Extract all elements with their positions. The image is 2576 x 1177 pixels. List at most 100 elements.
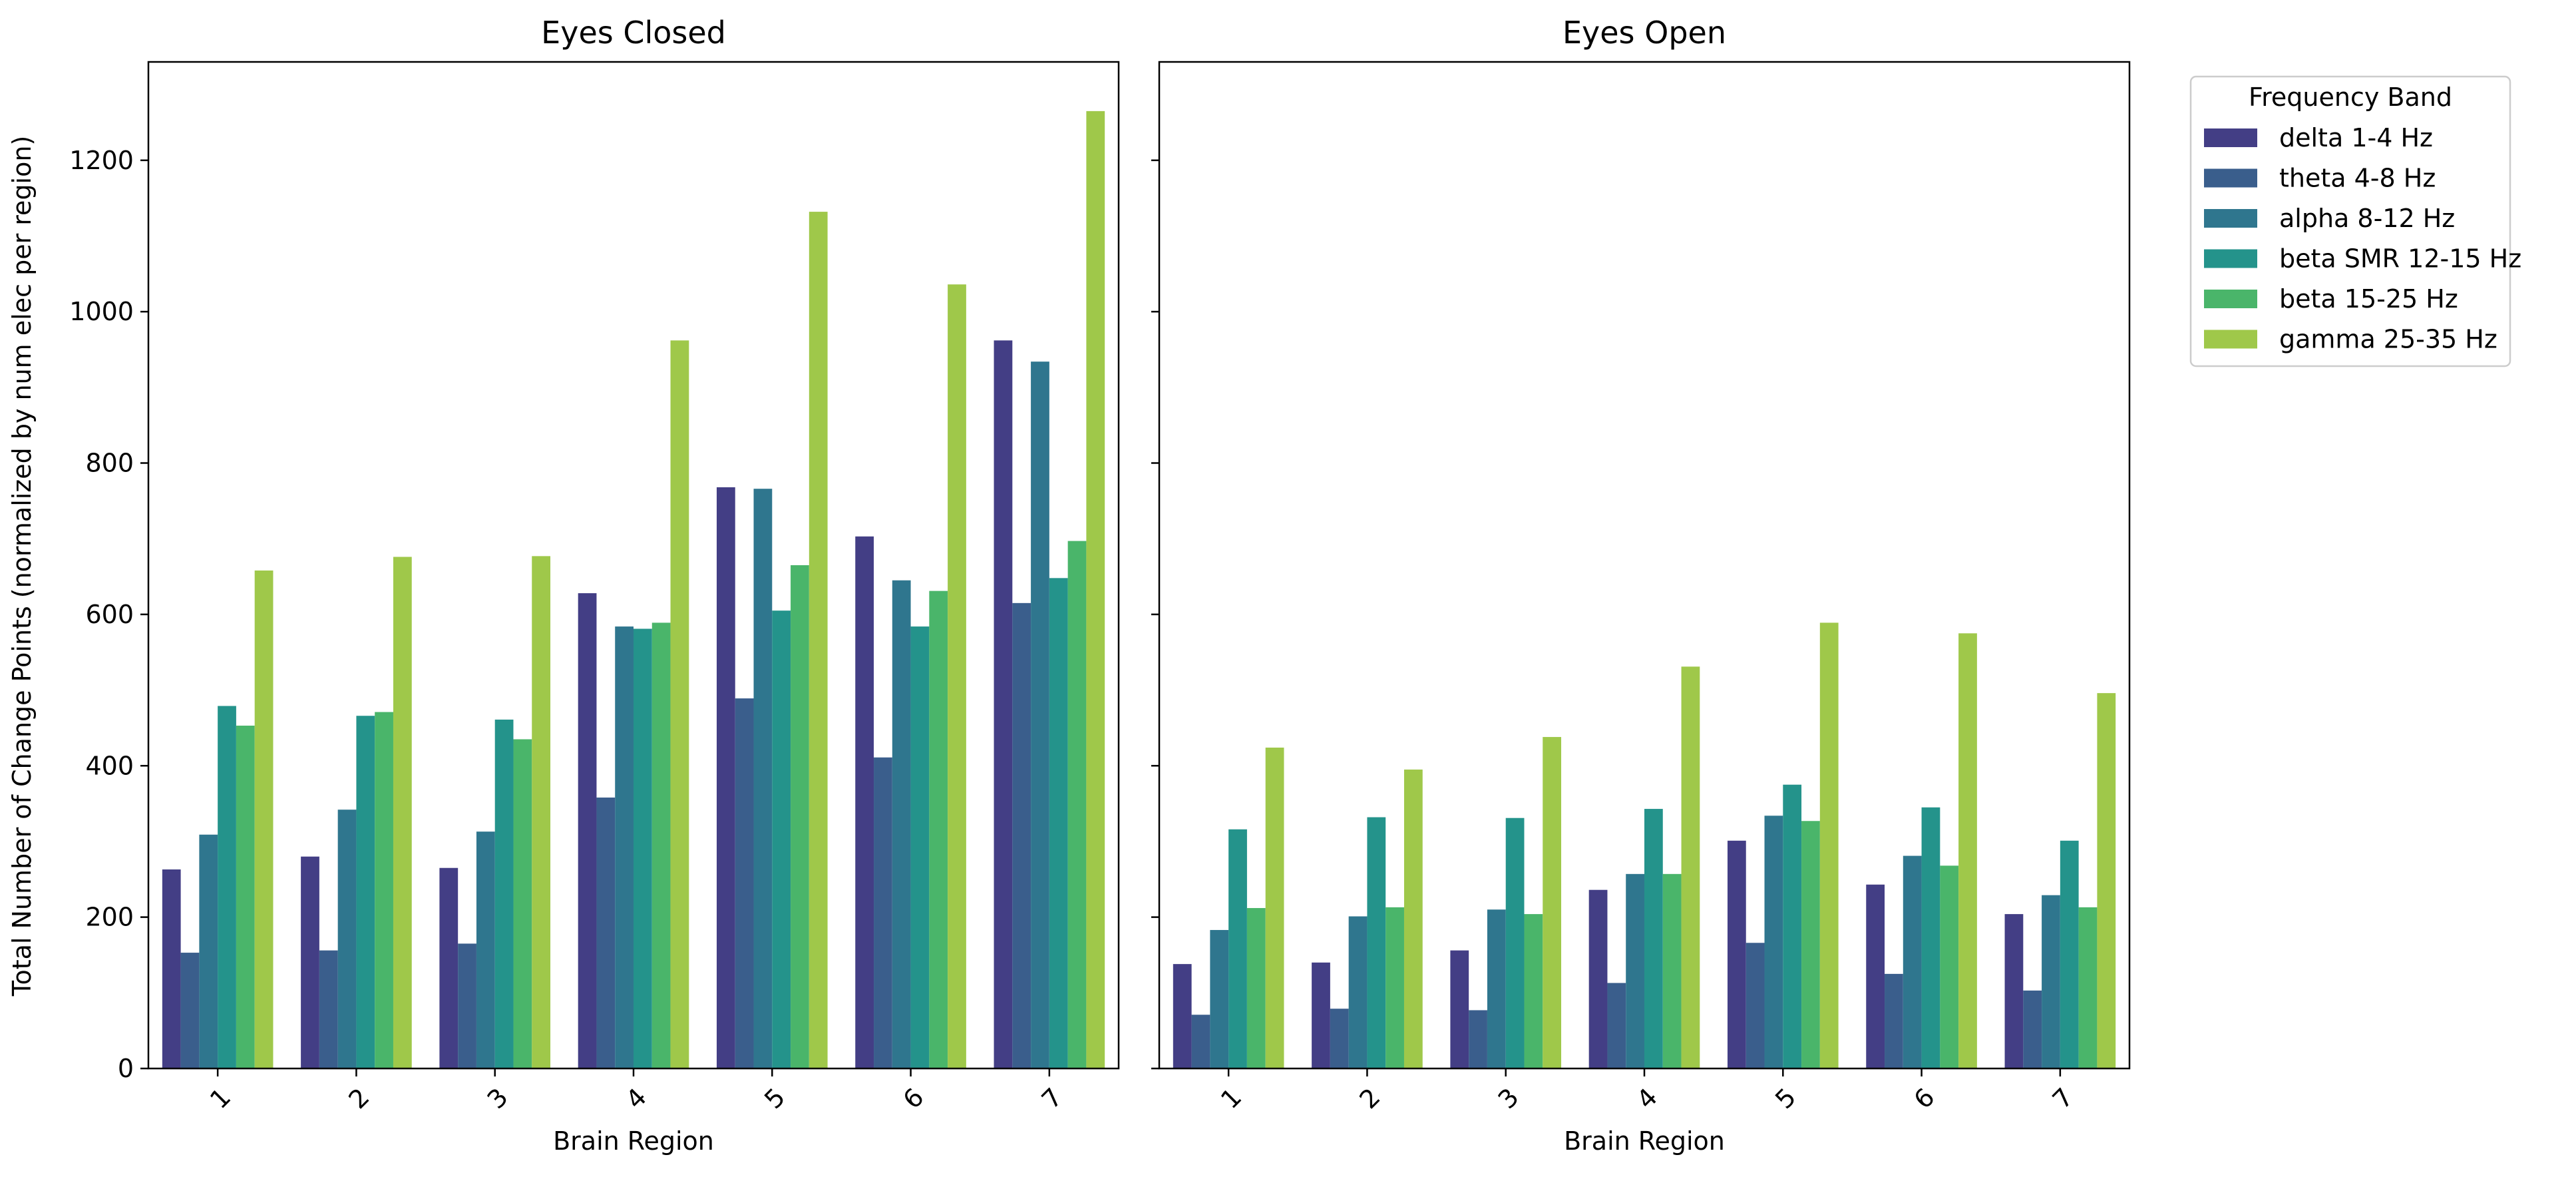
bar-eyes-closed-region-5-series-1: [735, 698, 754, 1068]
bar-eyes-open-region-6-series-5: [1958, 633, 1977, 1068]
bar-eyes-open-region-5-series-5: [1819, 622, 1839, 1068]
legend-entry: beta 15-25 Hz: [2279, 284, 2458, 314]
bar-eyes-closed-region-4-series-0: [578, 593, 597, 1068]
bar-eyes-closed-region-5-series-4: [791, 565, 809, 1068]
bar-eyes-closed-region-3-series-2: [476, 831, 495, 1068]
x-tick-label: 1: [1215, 1082, 1247, 1114]
bar-eyes-closed-region-4-series-1: [596, 798, 616, 1068]
legend-swatch: [2204, 128, 2257, 147]
x-tick-label: 6: [1908, 1082, 1940, 1114]
bar-eyes-open-region-3-series-5: [1543, 737, 1562, 1068]
x-tick-label: 1: [204, 1082, 236, 1114]
bar-eyes-open-region-7-series-2: [2042, 895, 2060, 1068]
y-tick-label: 200: [85, 903, 134, 932]
panel-title: Eyes Closed: [541, 15, 726, 51]
y-tick-label: 1200: [69, 146, 134, 175]
bar-eyes-open-region-3-series-3: [1505, 818, 1525, 1068]
bar-eyes-open-region-4-series-2: [1626, 873, 1644, 1068]
bar-eyes-open-region-3-series-1: [1469, 1010, 1487, 1068]
x-tick-label: 7: [2047, 1082, 2079, 1114]
bar-eyes-open-region-1-series-4: [1246, 907, 1266, 1068]
bar-eyes-closed-region-2-series-1: [319, 950, 338, 1068]
bar-eyes-open-region-5-series-2: [1764, 816, 1783, 1068]
bar-eyes-closed-region-4-series-4: [651, 622, 671, 1068]
bar-eyes-closed-region-4-series-5: [670, 340, 689, 1068]
bar-eyes-closed-region-2-series-0: [301, 856, 319, 1068]
bar-eyes-open-region-5-series-3: [1783, 784, 1802, 1068]
bar-eyes-open-region-7-series-4: [2078, 907, 2098, 1068]
y-tick-label: 0: [118, 1054, 134, 1083]
bar-eyes-open-region-4-series-5: [1681, 666, 1700, 1068]
bar-eyes-open-region-4-series-1: [1607, 983, 1626, 1068]
bar-eyes-open-region-6-series-0: [1866, 884, 1885, 1068]
x-tick-label: 4: [1631, 1082, 1663, 1114]
bar-eyes-open-region-2-series-2: [1348, 916, 1368, 1068]
bar-eyes-open-region-7-series-5: [2097, 693, 2116, 1068]
bar-eyes-open-region-6-series-3: [1921, 807, 1940, 1068]
bar-eyes-closed-region-6-series-2: [892, 580, 911, 1068]
legend-entry: alpha 8-12 Hz: [2279, 204, 2455, 233]
bar-eyes-open-region-2-series-5: [1403, 769, 1423, 1068]
bar-eyes-closed-region-3-series-1: [458, 943, 476, 1068]
legend-box: [2189, 75, 2511, 367]
bar-eyes-closed-region-6-series-5: [948, 284, 966, 1069]
panel-eyes-closed: Eyes Closed 0 200 400 600 800 1000 1200 1 2 3 4 5 6 7 B…: [69, 15, 1120, 1156]
bar-eyes-closed-region-7-series-3: [1049, 578, 1068, 1068]
bar-eyes-open-region-4-series-0: [1588, 889, 1608, 1068]
bar-eyes-open-region-3-series-4: [1524, 914, 1543, 1068]
bar-eyes-closed-region-1-series-3: [218, 706, 236, 1068]
bar-eyes-closed-region-6-series-0: [855, 536, 874, 1068]
bar-eyes-open-region-2-series-1: [1330, 1009, 1349, 1068]
bar-eyes-open-region-2-series-3: [1367, 817, 1386, 1068]
legend: Frequency Band delta 1-4 Hz theta 4-8 Hz al…: [2189, 75, 2521, 367]
bar-eyes-closed-region-2-series-3: [356, 716, 375, 1068]
legend-swatch: [2204, 249, 2257, 268]
x-tick-label: 7: [1036, 1082, 1068, 1114]
bar-eyes-closed-region-2-series-2: [337, 810, 357, 1068]
y-tick-label: 1000: [69, 297, 134, 326]
bar-eyes-open-region-1-series-5: [1265, 747, 1284, 1068]
bar-eyes-open-region-7-series-3: [2060, 840, 2079, 1068]
y-tick-label: 400: [85, 751, 134, 780]
bar-eyes-open-region-7-series-0: [2004, 914, 2024, 1068]
bar-eyes-closed-region-5-series-0: [716, 487, 735, 1068]
x-tick-label: 3: [482, 1082, 514, 1114]
legend-swatch: [2204, 290, 2257, 308]
bar-eyes-open-region-6-series-2: [1903, 855, 1922, 1068]
bar-eyes-open-region-4-series-4: [1662, 873, 1682, 1068]
bar-eyes-closed-region-6-series-1: [874, 757, 892, 1068]
bar-eyes-closed-region-7-series-2: [1031, 361, 1049, 1069]
bar-eyes-closed-region-7-series-4: [1067, 541, 1087, 1068]
bar-eyes-open-region-3-series-0: [1450, 950, 1469, 1068]
bar-eyes-closed-region-7-series-0: [994, 340, 1013, 1068]
legend-entry: beta SMR 12-15 Hz: [2279, 244, 2521, 274]
legend-entry: gamma 25-35 Hz: [2279, 325, 2497, 354]
y-tick-label: 600: [85, 600, 134, 629]
legend-swatch: [2204, 168, 2257, 188]
panel-title: Eyes Open: [1563, 15, 1726, 51]
bar-eyes-closed-region-4-series-2: [615, 626, 634, 1068]
x-tick-label: 2: [343, 1082, 375, 1114]
bar-eyes-open-region-1-series-2: [1210, 929, 1229, 1068]
bar-eyes-open-region-7-series-1: [2023, 990, 2042, 1068]
bar-eyes-closed-region-3-series-5: [532, 556, 551, 1068]
x-tick-label: 5: [759, 1082, 791, 1114]
bar-eyes-closed-region-5-series-3: [772, 610, 791, 1068]
bar-eyes-open-region-1-series-1: [1191, 1015, 1210, 1068]
bar-eyes-open-region-5-series-4: [1801, 821, 1820, 1068]
x-axis-label: Brain Region: [1564, 1126, 1725, 1156]
legend-entry: theta 4-8 Hz: [2279, 164, 2436, 193]
bar-eyes-closed-region-3-series-0: [439, 867, 459, 1068]
bar-eyes-open-region-6-series-4: [1940, 865, 1959, 1068]
bar-eyes-open-region-1-series-0: [1173, 964, 1192, 1068]
y-tick-label: 800: [85, 449, 134, 478]
x-tick-label: 5: [1769, 1082, 1801, 1114]
y-axis-label: Total Number of Change Points (normalize…: [7, 136, 37, 997]
x-axis-label: Brain Region: [553, 1126, 714, 1156]
bar-eyes-closed-region-7-series-1: [1012, 602, 1031, 1068]
bar-eyes-open-region-5-series-1: [1746, 943, 1765, 1068]
bar-eyes-closed-region-1-series-1: [180, 953, 200, 1068]
legend-swatch: [2204, 209, 2257, 228]
x-tick-label: 4: [620, 1082, 652, 1114]
